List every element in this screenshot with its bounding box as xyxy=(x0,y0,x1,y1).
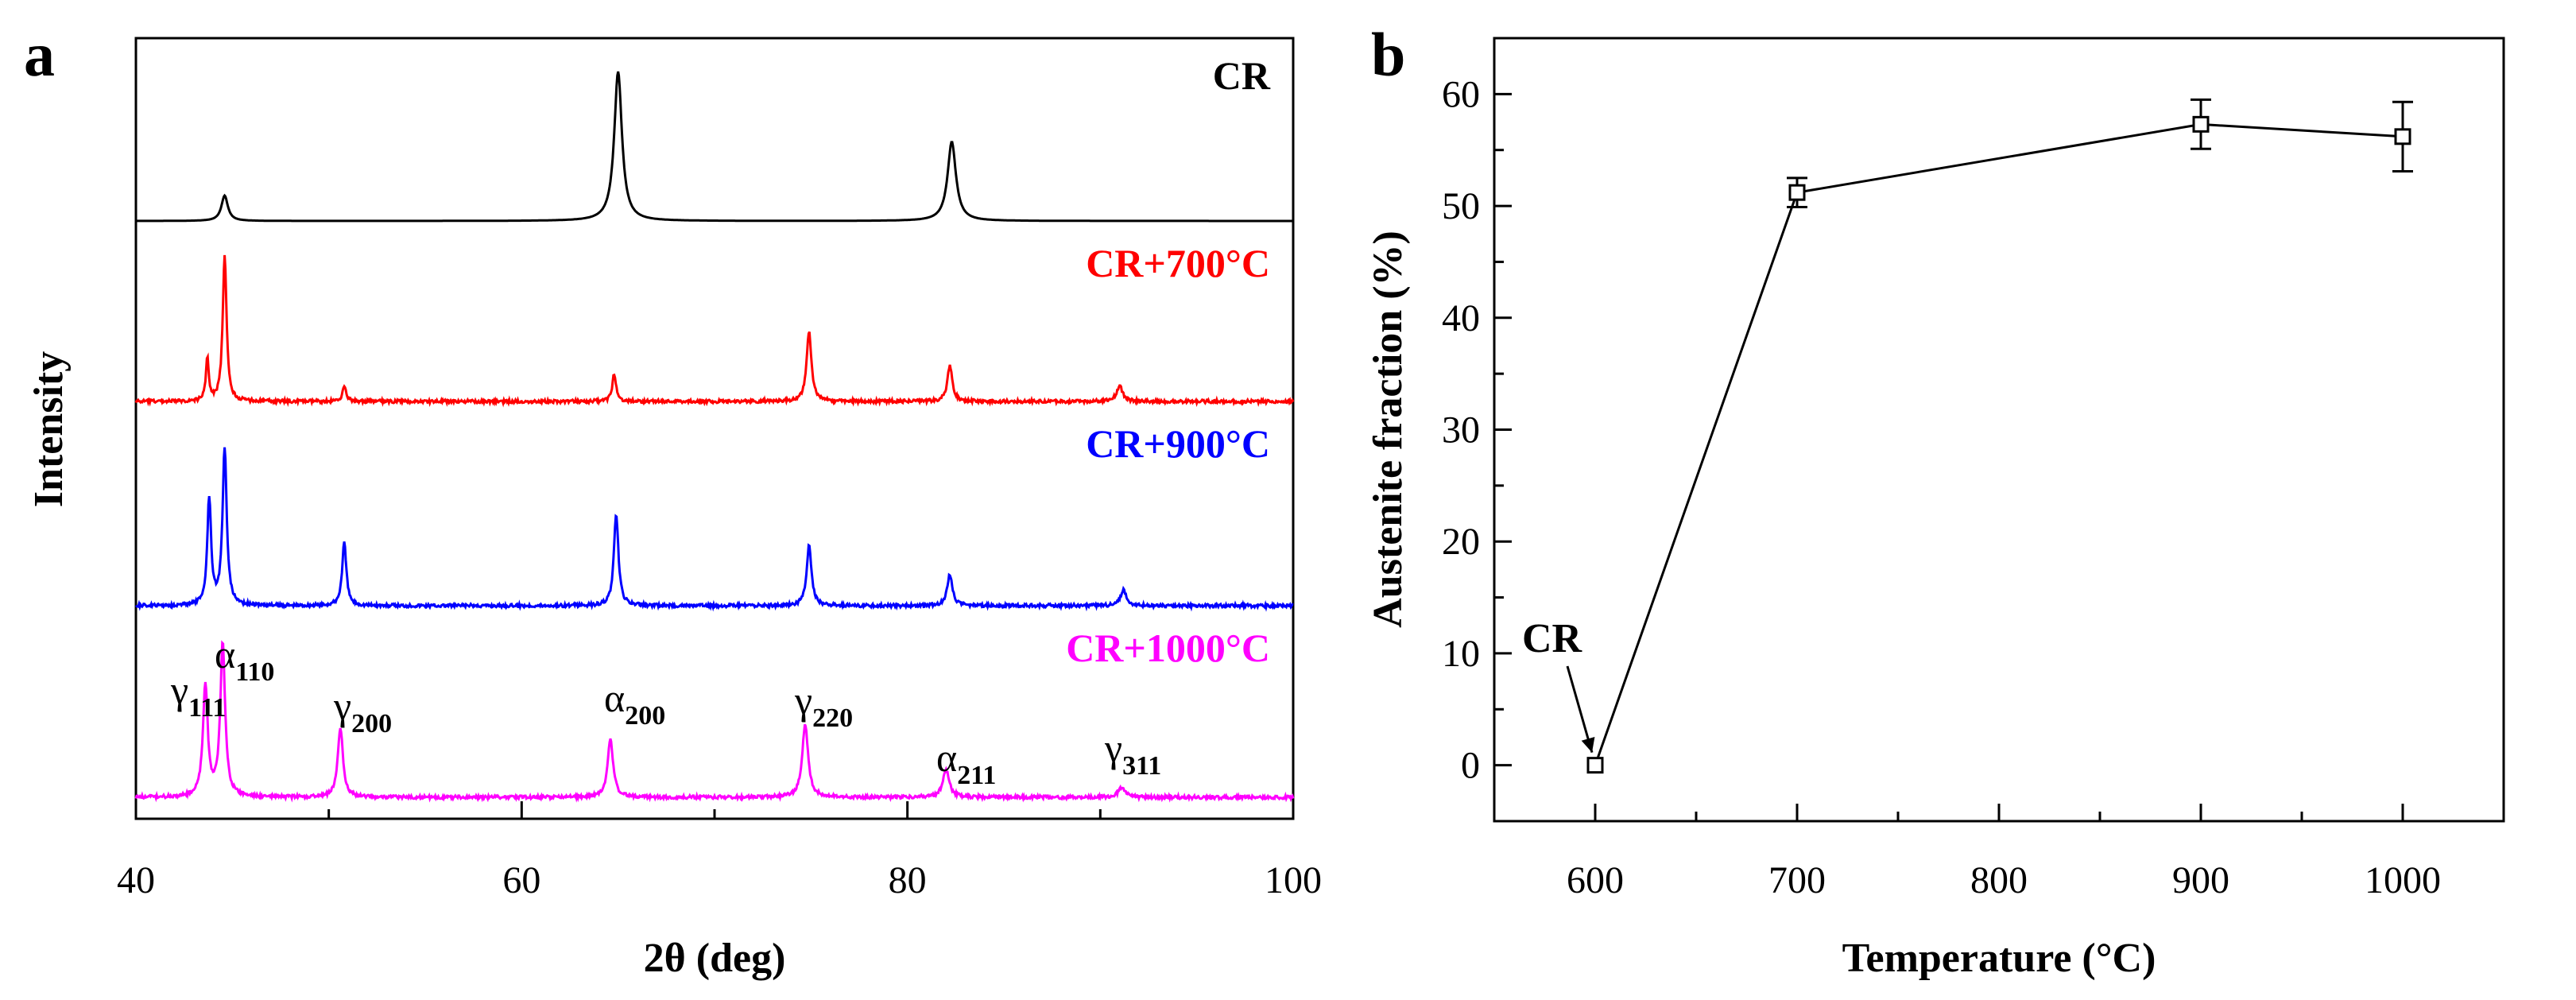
xrd-series-labels: CR CR+700°C CR+900°C CR+1000°C xyxy=(1066,53,1271,670)
panel-b-label: b xyxy=(1371,20,1405,89)
austenite-y-tick-label: 60 xyxy=(1442,73,1480,115)
austenite-x-tick-label: 600 xyxy=(1567,859,1624,901)
cr-annotation-label: CR xyxy=(1522,616,1583,661)
cr-arrow-head xyxy=(1581,736,1595,753)
austenite-plot-frame xyxy=(1493,37,2505,823)
austenite-panel: b 600 700 800 900 1000 0 10 20 30 40 50 60 CR Tempe… xyxy=(1365,20,2505,981)
xrd-series-label-3: CR+900°C xyxy=(1086,421,1270,466)
xrd-x-axis-ticks: 40 60 80 100 xyxy=(117,801,1322,901)
austenite-x-tick-label: 1000 xyxy=(2365,859,2441,901)
austenite-y-tick-label: 0 xyxy=(1461,745,1480,787)
xrd-tick-label: 40 xyxy=(117,859,155,901)
peak-label-α211: α211 xyxy=(936,735,996,790)
austenite-y-axis-title: Austenite fraction (%) xyxy=(1365,231,1411,628)
cr-annotation-arrow xyxy=(1566,665,1594,754)
austenite-y-tick-label: 10 xyxy=(1442,633,1480,675)
austenite-annotation: CR xyxy=(1522,616,1595,754)
peak-label-α200: α200 xyxy=(604,676,665,731)
xrd-series-label-2: CR+700°C xyxy=(1086,241,1270,285)
austenite-data xyxy=(1586,98,2413,774)
austenite-y-tick-label: 40 xyxy=(1442,297,1480,339)
austenite-y-tick-label: 50 xyxy=(1442,185,1480,227)
austenite-series-line xyxy=(1594,122,2404,766)
xrd-tick-label: 80 xyxy=(889,859,927,901)
peak-label-γ220: γ220 xyxy=(794,678,853,733)
austenite-x-axis-title: Temperature (°C) xyxy=(1842,936,2156,981)
austenite-x-tick-label: 700 xyxy=(1768,859,1826,901)
data-point-marker xyxy=(2192,115,2210,133)
peak-label-γ311: γ311 xyxy=(1104,726,1161,781)
austenite-y-tick-label: 20 xyxy=(1442,521,1480,563)
data-point-marker xyxy=(1788,184,1806,201)
xrd-tick-label: 60 xyxy=(502,859,540,901)
xrd-pattern-2 xyxy=(134,254,1295,408)
xrd-pattern-4 xyxy=(134,640,1295,803)
xrd-x-axis-title: 2θ (deg) xyxy=(644,936,786,981)
xrd-panel: a 40 60 80 100 CRCR+700°CCR+900°CCR+1000°C … xyxy=(24,20,1322,981)
austenite-x-tick-label: 800 xyxy=(1970,859,2028,901)
data-point-marker xyxy=(1586,757,1604,774)
xrd-pattern-1 xyxy=(136,71,1293,223)
panel-a-label: a xyxy=(24,20,55,89)
xrd-series-label-4: CR+1000°C xyxy=(1066,626,1270,670)
austenite-axis-ticks: 600 700 800 900 1000 0 10 20 30 40 50 60 xyxy=(1442,73,2441,901)
austenite-x-tick-label: 900 xyxy=(2172,859,2229,901)
xrd-curves xyxy=(134,71,1295,803)
xrd-y-axis-title: Intensity xyxy=(26,351,72,507)
data-point-marker xyxy=(2394,128,2411,145)
xrd-series-label-1: CR xyxy=(1213,53,1271,98)
austenite-y-tick-label: 30 xyxy=(1442,409,1480,452)
xrd-tick-label: 100 xyxy=(1265,859,1322,901)
xrd-pattern-3 xyxy=(135,447,1294,612)
